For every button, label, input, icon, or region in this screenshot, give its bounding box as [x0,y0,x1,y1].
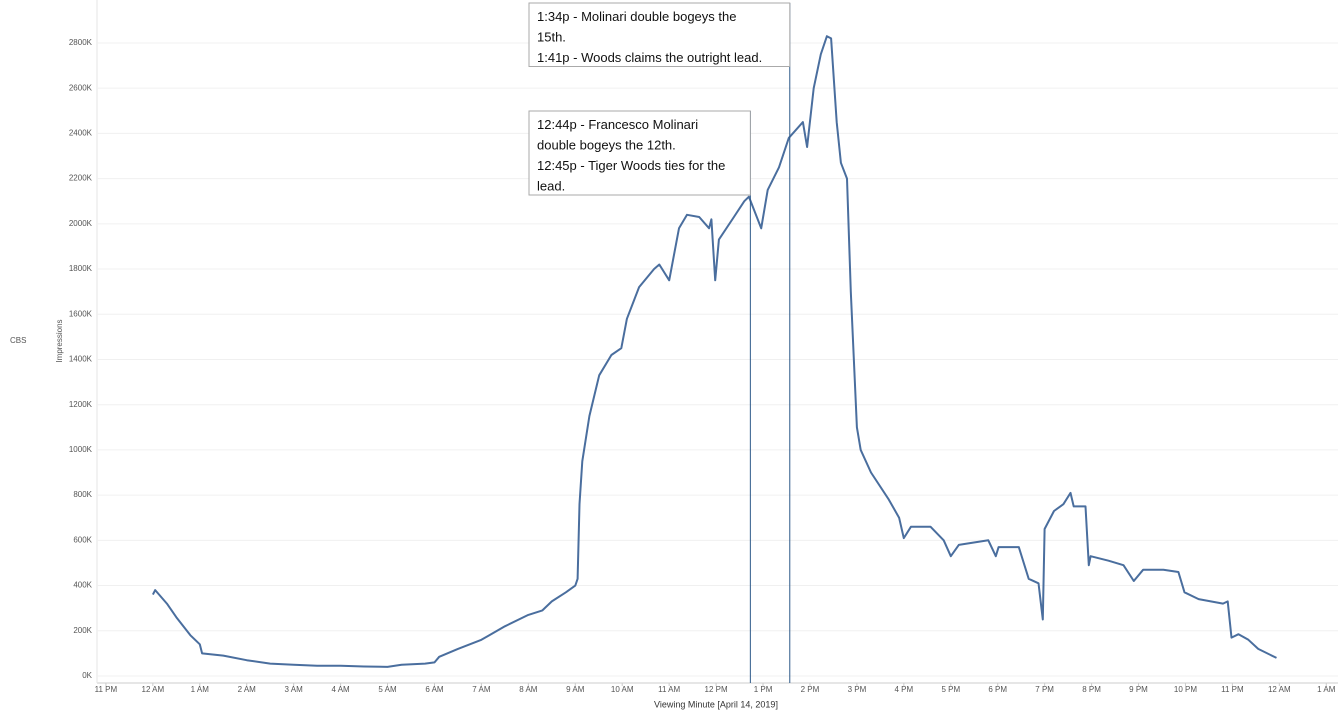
y-tick-label: 1200K [69,400,93,409]
x-tick-label: 7 PM [1035,685,1054,694]
x-tick-label: 11 PM [1221,685,1244,694]
x-tick-label: 3 AM [285,685,304,694]
x-tick-label: 10 AM [611,685,634,694]
y-tick-label: 2400K [69,128,93,137]
y-tick-label: 600K [73,535,92,544]
annotation-text: 12:45p - Tiger Woods ties for the [537,158,725,173]
y-tick-label: 800K [73,490,92,499]
x-tick-label: 4 AM [331,685,350,694]
annotation-box [528,2,791,67]
y-tick-label: 1000K [69,445,93,454]
x-tick-label: 9 AM [566,685,585,694]
y-tick-label: 2200K [69,174,93,183]
y-tick-label: 1400K [69,355,93,364]
line-series [152,35,1277,668]
x-axis-label: Viewing Minute [April 14, 2019] [654,699,778,709]
x-tick-label: 1 PM [754,685,773,694]
x-tick-label: 10 PM [1174,685,1197,694]
annotation-text: double bogeys the 12th. [537,138,676,153]
x-tick-label: 1 AM [1317,685,1336,694]
annotation-text: 12:44p - Francesco Molinari [537,117,698,132]
x-tick-label: 9 PM [1129,685,1148,694]
annotation-text: 1:34p - Molinari double bogeys the [537,9,736,24]
x-tick-label: 11 AM [658,685,680,694]
y-axis-label: Impressions [55,319,64,362]
x-tick-label: 8 PM [1082,685,1101,694]
x-tick-label: 2 AM [238,685,257,694]
annotation-box [528,110,751,196]
x-tick-label: 12 AM [1268,685,1291,694]
y-tick-label: 1800K [69,264,93,273]
annotation-text: lead. [537,179,565,194]
x-tick-label: 2 PM [801,685,820,694]
y-tick-label: 200K [73,626,92,635]
x-tick-label: 3 PM [848,685,867,694]
y-tick-label: 400K [73,581,92,590]
y-tick-label: 2800K [69,38,93,47]
x-tick-label: 12 PM [705,685,728,694]
y-tick-label: 2000K [69,219,93,228]
x-tick-label: 11 PM [95,685,118,694]
x-tick-label: 5 PM [941,685,960,694]
x-tick-label: 4 PM [895,685,914,694]
y-tick-label: 1600K [69,309,93,318]
row-label: CBS [10,336,26,345]
x-tick-label: 8 AM [519,685,538,694]
x-tick-label: 6 PM [988,685,1007,694]
annotation-text: 15th. [537,30,566,45]
annotation-text: 1:41p - Woods claims the outright lead. [537,50,762,65]
x-tick-label: 7 AM [472,685,491,694]
x-tick-label: 12 AM [142,685,165,694]
x-tick-label: 1 AM [191,685,210,694]
y-tick-label: 2600K [69,83,93,92]
x-tick-label: 6 AM [425,685,444,694]
y-tick-label: 0K [82,671,92,680]
x-tick-label: 5 AM [378,685,397,694]
